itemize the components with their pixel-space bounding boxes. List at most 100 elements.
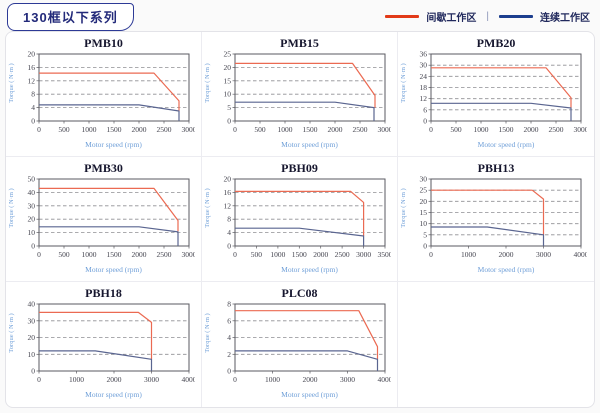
svg-text:2500: 2500 xyxy=(352,125,367,134)
svg-text:50: 50 xyxy=(27,176,35,184)
svg-text:0: 0 xyxy=(31,117,35,126)
intermittent-line-swatch xyxy=(385,14,420,19)
svg-text:2: 2 xyxy=(227,350,231,359)
page-header: 130框以下系列 间歇工作区 | 连续工作区 xyxy=(0,0,600,31)
svg-text:0: 0 xyxy=(423,242,427,251)
svg-text:5: 5 xyxy=(227,103,231,112)
chart-title: PLC08 xyxy=(281,286,318,300)
svg-text:4000: 4000 xyxy=(181,375,195,384)
empty-cell xyxy=(398,282,594,407)
svg-text:0: 0 xyxy=(429,250,433,259)
svg-text:3000: 3000 xyxy=(181,125,195,134)
svg-text:15: 15 xyxy=(420,208,428,217)
plot-area: Torque ( N·m ) 0 10 20 30 40 0 1000 2000 3000 400… xyxy=(8,301,195,391)
svg-text:16: 16 xyxy=(223,188,231,197)
legend-item-intermittent: 间歇工作区 xyxy=(385,9,476,24)
svg-text:500: 500 xyxy=(58,250,70,259)
svg-text:8: 8 xyxy=(227,215,231,224)
y-axis-label: Torque ( N·m ) xyxy=(7,313,15,353)
svg-text:3000: 3000 xyxy=(574,125,588,134)
svg-text:40: 40 xyxy=(27,188,35,197)
x-axis-label: Motor speed (rpm) xyxy=(477,140,535,149)
chart-cell-pmb30: PMB30 Torque ( N·m ) 0 10 20 30 40 50 0 500 1000… xyxy=(6,157,202,282)
plot-area: Torque ( N·m ) 0 10 20 30 40 50 0 500 1000 1500 20… xyxy=(8,176,195,266)
plot-area: Torque ( N·m ) 0 5 10 15 20 25 0 500 1000 1500 200… xyxy=(204,51,391,141)
x-axis-label: Motor speed (rpm) xyxy=(281,140,338,149)
svg-text:2500: 2500 xyxy=(334,250,349,259)
y-axis-label: Torque ( N·m ) xyxy=(400,63,407,103)
svg-text:1500: 1500 xyxy=(499,125,514,134)
svg-text:1000: 1000 xyxy=(69,375,84,384)
x-axis-label: Motor speed (rpm) xyxy=(477,265,535,274)
x-axis-label: Motor speed (rpm) xyxy=(85,265,142,274)
svg-text:1500: 1500 xyxy=(106,125,121,134)
y-axis-label: Torque ( N·m ) xyxy=(203,188,211,228)
chart-cell-pbh09: PBH09 Torque ( N·m ) 0 4 8 12 16 20 0 500 1000 15… xyxy=(202,157,398,282)
svg-text:20: 20 xyxy=(27,215,35,224)
svg-text:4: 4 xyxy=(227,333,231,342)
torque-speed-chart: 0 2 4 6 8 0 1000 2000 3000 4000 xyxy=(227,301,391,384)
chart-title: PMB15 xyxy=(280,36,319,50)
y-axis-label: Torque ( N·m ) xyxy=(203,63,211,103)
svg-text:20: 20 xyxy=(27,51,35,59)
plot-area: Torque ( N·m ) 0 5 10 15 20 25 30 0 1000 2000 3000… xyxy=(400,176,588,266)
svg-text:2000: 2000 xyxy=(131,250,146,259)
chart-cell-pmb20: PMB20 Torque ( N·m ) 0 6 12 18 24 30 36 0 500 100… xyxy=(398,32,594,157)
svg-text:30: 30 xyxy=(27,316,35,325)
svg-text:0: 0 xyxy=(37,375,41,384)
svg-text:20: 20 xyxy=(420,197,428,206)
chart-cell-plc08: PLC08 Torque ( N·m ) 0 2 4 6 8 0 1000 2000 3000 4… xyxy=(202,282,398,407)
x-axis-label: Motor speed (rpm) xyxy=(281,265,338,274)
svg-text:4: 4 xyxy=(227,228,231,237)
legend-separator: | xyxy=(486,11,489,22)
svg-text:8: 8 xyxy=(227,301,231,309)
svg-text:0: 0 xyxy=(227,242,231,251)
svg-text:2000: 2000 xyxy=(524,125,539,134)
svg-text:0: 0 xyxy=(233,375,237,384)
svg-text:3000: 3000 xyxy=(356,250,371,259)
svg-text:10: 10 xyxy=(27,350,35,359)
svg-text:20: 20 xyxy=(223,176,231,184)
torque-speed-chart: 0 10 20 30 40 0 1000 2000 3000 4000 xyxy=(27,301,195,384)
svg-text:1000: 1000 xyxy=(461,250,476,259)
svg-text:1000: 1000 xyxy=(270,250,285,259)
plot-area: Torque ( N·m ) 0 2 4 6 8 0 1000 2000 3000 4000 xyxy=(204,301,391,391)
svg-text:3000: 3000 xyxy=(340,375,355,384)
svg-text:500: 500 xyxy=(254,125,266,134)
chart-title: PMB20 xyxy=(476,36,516,50)
svg-text:10: 10 xyxy=(223,90,231,99)
svg-text:0: 0 xyxy=(227,117,231,126)
chart-title: PBH18 xyxy=(85,286,122,300)
svg-text:500: 500 xyxy=(58,125,70,134)
plot-area: Torque ( N·m ) 0 4 8 12 16 20 0 500 1000 1500 2000… xyxy=(8,51,195,141)
series-title-badge: 130框以下系列 xyxy=(7,2,134,31)
torque-speed-chart: 0 5 10 15 20 25 30 0 1000 2000 3000 4000 xyxy=(420,176,588,259)
svg-text:1000: 1000 xyxy=(81,250,96,259)
svg-text:18: 18 xyxy=(420,83,428,92)
y-axis-label: Torque ( N·m ) xyxy=(7,63,15,103)
chart-title: PMB30 xyxy=(84,161,123,175)
torque-speed-chart: 0 4 8 12 16 20 0 500 1000 1500 2000 2500 3000 3500 xyxy=(223,176,391,259)
svg-text:20: 20 xyxy=(27,333,35,342)
chart-title: PMB10 xyxy=(84,36,123,50)
svg-text:1500: 1500 xyxy=(106,250,121,259)
svg-text:0: 0 xyxy=(429,125,433,134)
chart-title: PBH09 xyxy=(281,161,318,175)
svg-text:12: 12 xyxy=(223,201,231,210)
torque-speed-chart: 0 5 10 15 20 25 0 500 1000 1500 2000 2500 3000 xyxy=(223,51,391,134)
svg-text:8: 8 xyxy=(31,90,35,99)
svg-text:3000: 3000 xyxy=(536,250,551,259)
svg-text:2000: 2000 xyxy=(106,375,121,384)
legend-label: 间歇工作区 xyxy=(426,13,477,24)
svg-text:3500: 3500 xyxy=(377,250,391,259)
svg-text:0: 0 xyxy=(423,117,427,126)
svg-text:25: 25 xyxy=(420,186,428,195)
svg-text:2000: 2000 xyxy=(131,125,146,134)
torque-speed-chart: 0 4 8 12 16 20 0 500 1000 1500 2000 2500 3000 xyxy=(27,51,195,134)
svg-text:5: 5 xyxy=(423,230,427,239)
svg-text:3000: 3000 xyxy=(181,250,195,259)
svg-text:500: 500 xyxy=(250,250,262,259)
svg-text:10: 10 xyxy=(27,228,35,237)
svg-text:2500: 2500 xyxy=(549,125,564,134)
